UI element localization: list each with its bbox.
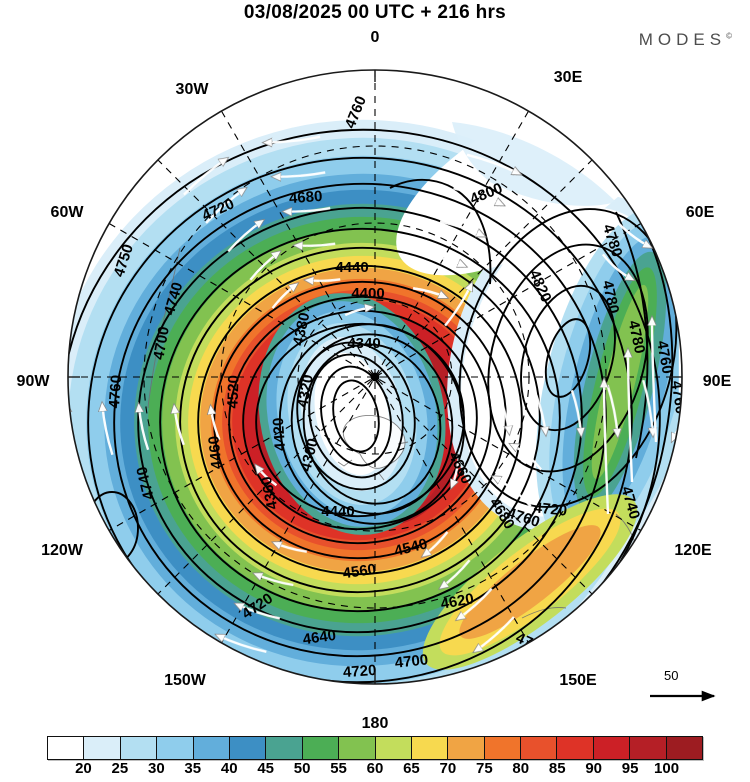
logo-text: MODES [638, 30, 727, 49]
svg-text:4560: 4560 [342, 561, 377, 582]
modes-logo: MODES© [639, 30, 732, 50]
colorbar-cell-3 [157, 737, 194, 759]
polar-stereographic-map: 4760 4680 4720 4750 4740 4700 4760 4740 … [60, 62, 690, 692]
longitude-label-30w: 30W [175, 81, 209, 98]
svg-text:4740: 4740 [633, 541, 663, 578]
svg-text:4400: 4400 [351, 285, 384, 302]
south-pole-marker [370, 372, 380, 382]
wind-streamlines [68, 135, 682, 684]
colorbar-tick-labels: 20 25 30 35 40 45 50 55 60 65 70 75 80 85 90 95 100 [47, 760, 703, 782]
colorbar-cell-0 [48, 737, 85, 759]
colorbar-cell-5 [229, 737, 267, 759]
colorbar-tick-30: 30 [147, 760, 165, 777]
colorbar-cell-9 [375, 737, 412, 759]
svg-text:4620: 4620 [439, 590, 475, 613]
colorbar-cell-12 [484, 737, 522, 759]
page-title: 03/08/2025 00 UTC + 216 hrs [243, 2, 507, 23]
colorbar-tick-100: 100 [654, 760, 680, 777]
svg-text:4720: 4720 [342, 662, 376, 681]
colorbar-tick-95: 95 [621, 760, 639, 777]
copyright-icon: © [726, 31, 732, 41]
colorbar-cell-15 [593, 737, 631, 759]
colorbar-tick-20: 20 [75, 760, 92, 777]
svg-text:4780: 4780 [599, 279, 623, 315]
colorbar-cell-14 [557, 737, 594, 759]
reference-vector-arrow [650, 690, 716, 702]
svg-text:4700: 4700 [394, 651, 429, 671]
svg-text:4420: 4420 [270, 417, 289, 451]
longitude-label-180: 180 [361, 715, 389, 732]
svg-text:4780: 4780 [625, 319, 649, 355]
colorbar-tick-85: 85 [548, 760, 566, 777]
colorbar-tick-80: 80 [512, 760, 530, 777]
colorbar-cell-11 [448, 737, 485, 759]
colorbar-tick-60: 60 [366, 760, 384, 777]
reference-vector-label: 50 [664, 668, 679, 683]
svg-text:4340: 4340 [347, 335, 380, 352]
longitude-label-90e: 90E [702, 373, 732, 390]
svg-text:4460: 4460 [205, 435, 225, 470]
colorbar-tick-45: 45 [257, 760, 274, 777]
colorbar-tick-25: 25 [111, 760, 129, 777]
longitude-label-120e: 120E [674, 542, 712, 559]
contour-labels: 4760 4680 4720 4750 4740 4700 4760 4740 … [106, 94, 689, 681]
colorbar-cell-16 [630, 737, 667, 759]
colorbar [47, 736, 703, 760]
svg-text:4720: 4720 [533, 499, 568, 519]
longitude-label-90w: 90W [16, 373, 50, 390]
svg-text:4380: 4380 [290, 311, 314, 347]
colorbar-tick-35: 35 [184, 760, 202, 777]
map-canvas: 4760 4680 4720 4750 4740 4700 4760 4740 … [67, 69, 689, 685]
colorbar-tick-90: 90 [585, 760, 602, 777]
svg-text:4520: 4520 [224, 375, 242, 409]
longitude-label-150w: 150W [164, 672, 206, 689]
svg-text:4760: 4760 [668, 380, 689, 415]
svg-text:4640: 4640 [302, 627, 337, 648]
colorbar-cell-10 [411, 737, 449, 759]
svg-text:4700: 4700 [150, 325, 173, 361]
reference-vector: 50 [648, 668, 740, 712]
colorbar-cell-13 [521, 737, 558, 759]
longitude-label-30e: 30E [553, 69, 583, 86]
svg-text:4760: 4760 [106, 374, 125, 408]
colorbar-cell-7 [302, 737, 340, 759]
longitude-label-120w: 120W [41, 542, 83, 559]
colorbar-cell-17 [666, 737, 703, 759]
colorbar-cell-6 [266, 737, 303, 759]
svg-text:4360: 4360 [258, 475, 282, 511]
colorbar-tick-40: 40 [220, 760, 238, 777]
svg-text:4700: 4700 [513, 629, 550, 658]
colorbar-tick-65: 65 [403, 760, 420, 777]
svg-text:4440: 4440 [321, 503, 354, 520]
longitude-label-60w: 60W [50, 204, 84, 221]
svg-text:4320: 4320 [294, 373, 317, 409]
longitude-label-150e: 150E [559, 672, 597, 689]
longitude-label-60e: 60E [685, 204, 715, 221]
colorbar-cell-1 [84, 737, 121, 759]
svg-text:4440: 4440 [335, 259, 368, 276]
svg-text:4760: 4760 [653, 339, 676, 375]
colorbar-tick-70: 70 [439, 760, 457, 777]
rim-ticks [68, 70, 682, 684]
colorbar-tick-50: 50 [293, 760, 311, 777]
svg-text:4680: 4680 [288, 188, 322, 207]
colorbar-tick-75: 75 [475, 760, 493, 777]
colorbar-cell-8 [339, 737, 376, 759]
colorbar-tick-55: 55 [330, 760, 347, 777]
colorbar-cell-4 [193, 737, 230, 759]
colorbar-cell-2 [120, 737, 158, 759]
longitude-label-0: 0 [370, 29, 380, 46]
